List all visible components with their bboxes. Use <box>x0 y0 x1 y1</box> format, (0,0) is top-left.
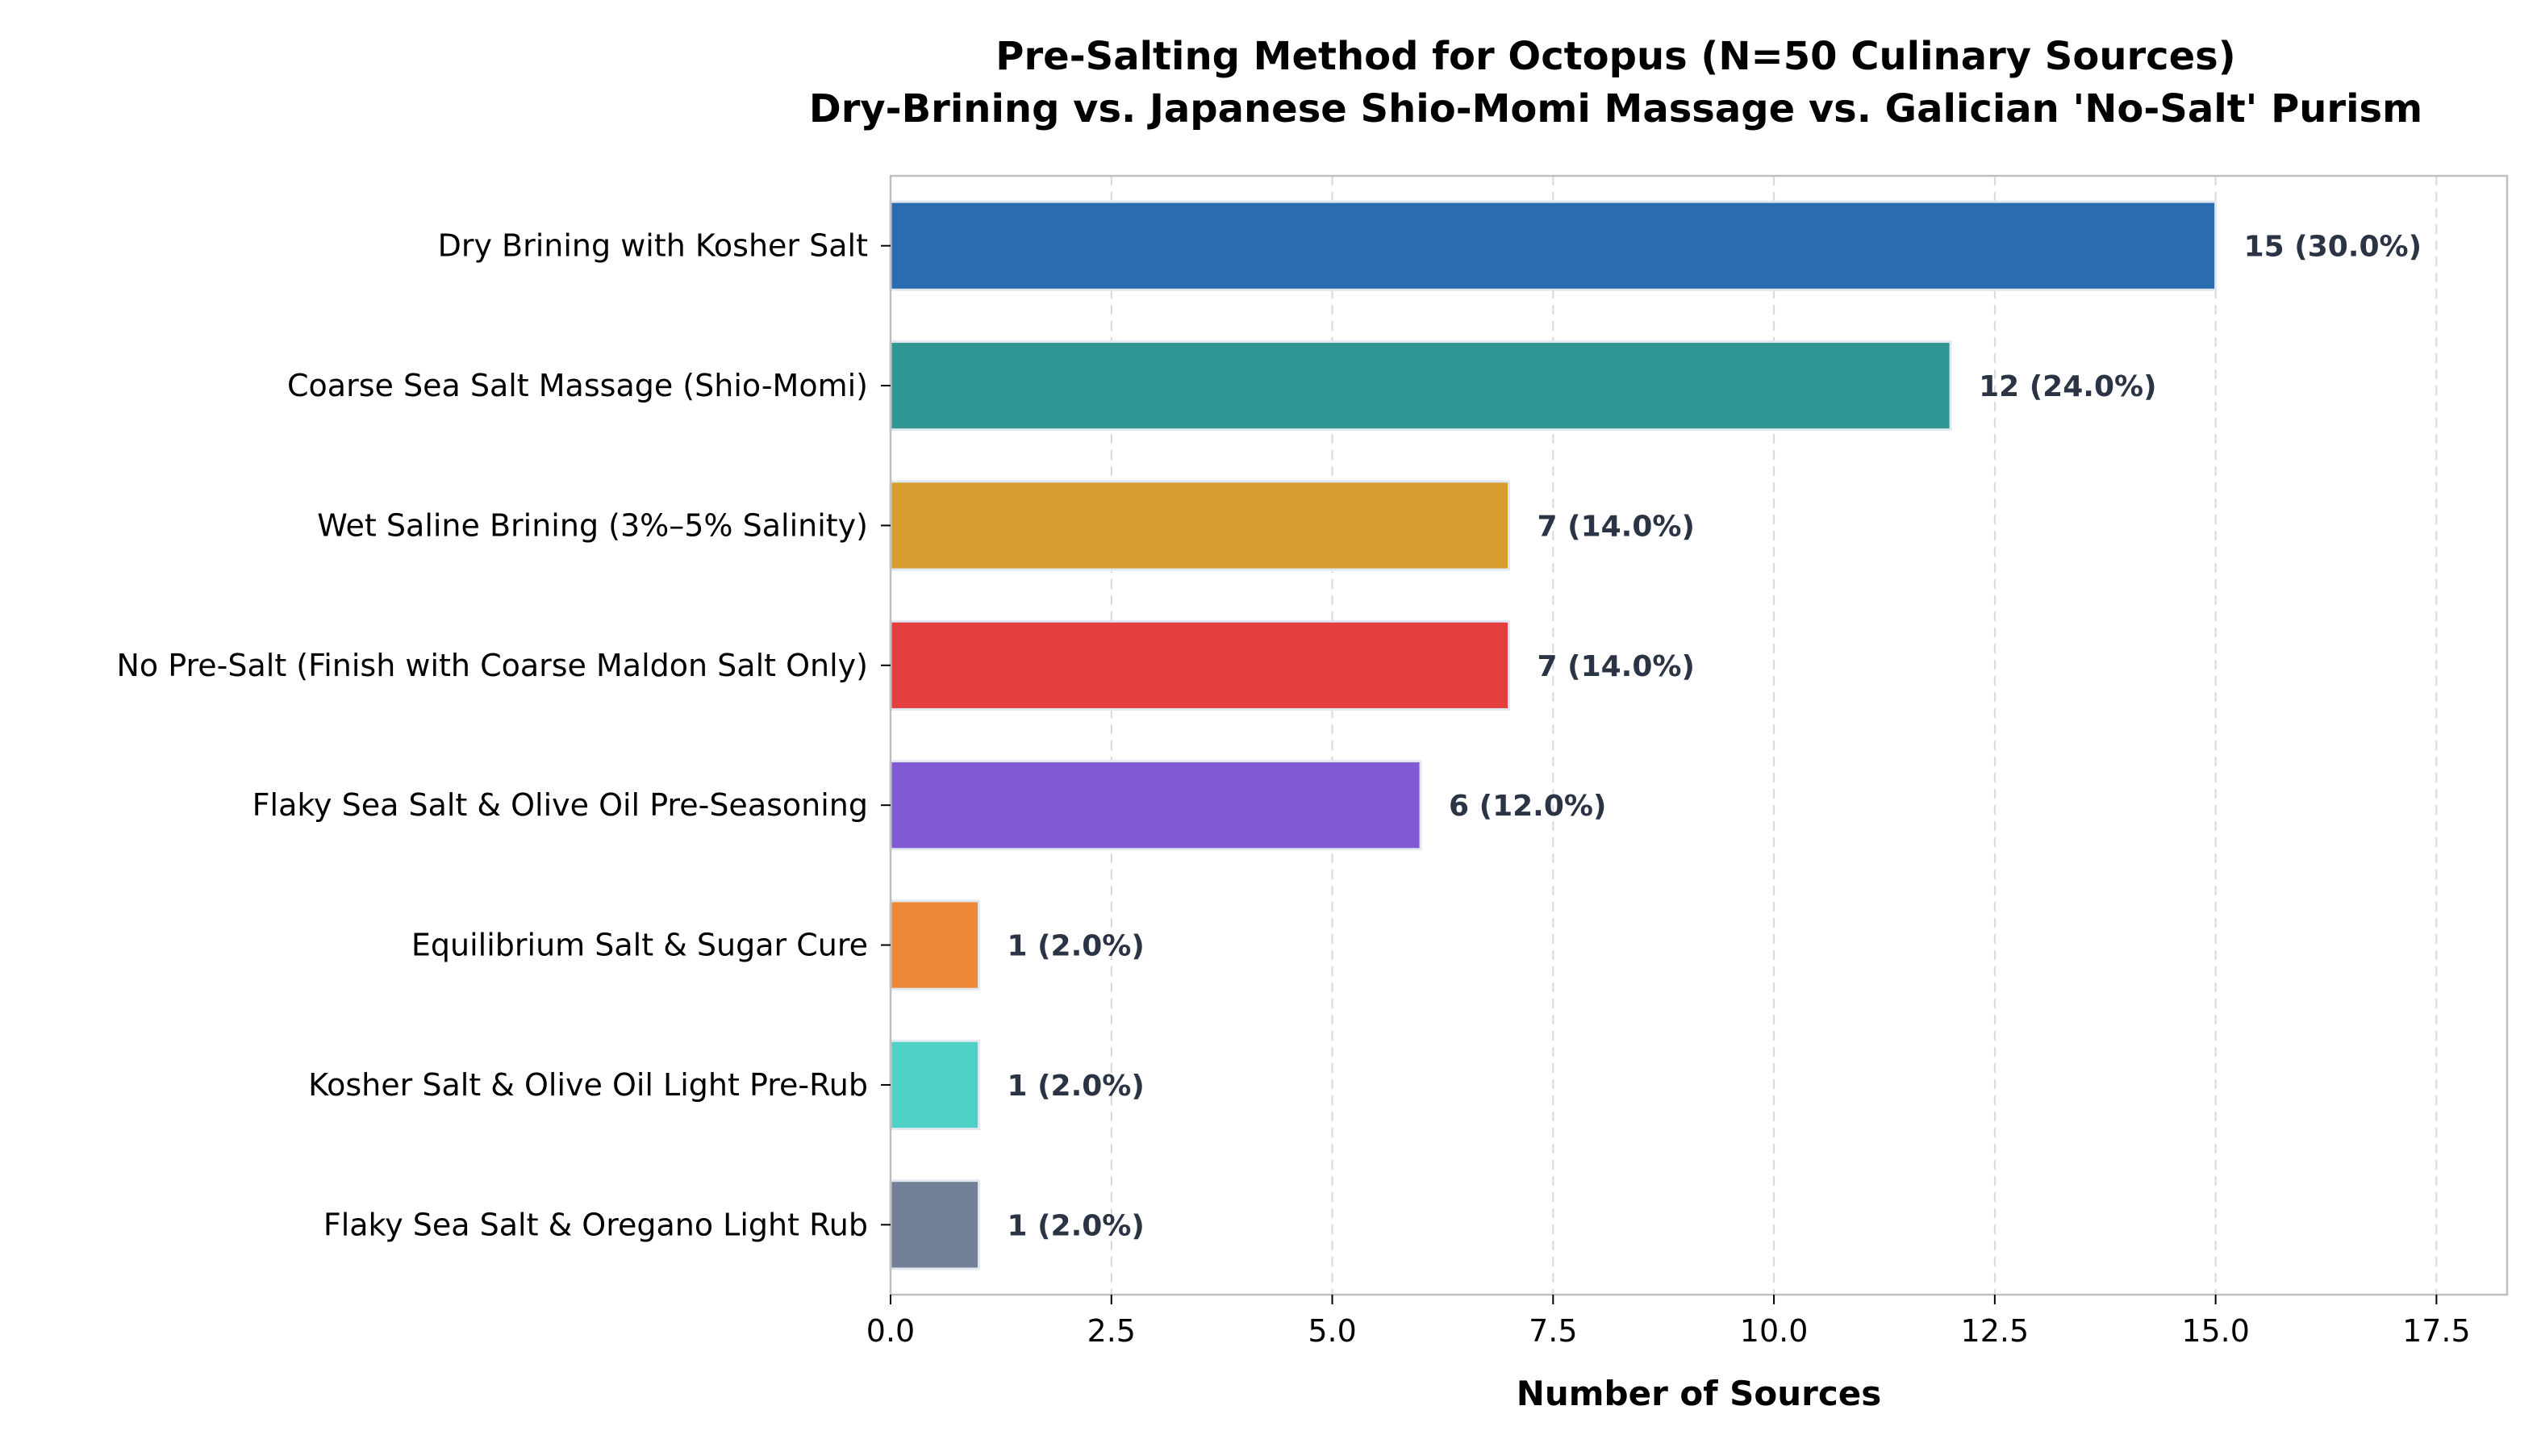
bar <box>889 200 2218 291</box>
bar <box>889 760 1422 851</box>
category-label: Flaky Sea Salt & Oregano Light Rub <box>323 1207 868 1242</box>
x-tick-label: 5.0 <box>1308 1313 1356 1349</box>
chart-subtitle: Dry-Brining vs. Japanese Shio-Momi Massa… <box>809 86 2422 131</box>
bar-data-label: 7 (14.0%) <box>1538 510 1695 543</box>
category-label: Flaky Sea Salt & Olive Oil Pre-Seasoning <box>252 787 868 823</box>
bar-data-label: 6 (12.0%) <box>1449 790 1606 823</box>
bar <box>889 1039 981 1131</box>
bar-data-label: 12 (24.0%) <box>1979 370 2156 403</box>
bar <box>889 899 981 991</box>
x-tick-label: 10.0 <box>1740 1313 1809 1349</box>
x-tick-label: 7.5 <box>1529 1313 1577 1349</box>
category-label: Dry Brining with Kosher Salt <box>438 228 868 264</box>
x-axis-label: Number of Sources <box>1517 1374 1882 1413</box>
category-label: Kosher Salt & Olive Oil Light Pre-Rub <box>308 1067 868 1103</box>
bar-data-label: 15 (30.0%) <box>2244 231 2422 264</box>
bars: 15 (30.0%) 12 (24.0%) 7 (14.0%) 7 (14.0%) 6 … <box>889 200 2422 1270</box>
bar-data-label: 1 (2.0%) <box>1008 1070 1145 1103</box>
bar-data-label: 1 (2.0%) <box>1008 930 1145 963</box>
bar-data-label: 1 (2.0%) <box>1008 1209 1145 1242</box>
bar <box>889 340 1952 432</box>
x-tick-label: 15.0 <box>2181 1313 2250 1349</box>
category-label: No Pre-Salt (Finish with Coarse Maldon S… <box>116 648 868 683</box>
bar-data-label: 7 (14.0%) <box>1538 650 1695 683</box>
chart-title: Pre-Salting Method for Octopus (N=50 Cul… <box>995 34 2235 79</box>
x-tick-label: 0.0 <box>866 1313 915 1349</box>
x-axis-ticks: 0.0 2.5 5.0 7.5 10.0 12.5 15.0 17.5 <box>866 1295 2471 1349</box>
plot-frame <box>889 174 2509 1296</box>
category-label: Wet Saline Brining (3%–5% Salinity) <box>317 507 868 543</box>
category-label: Equilibrium Salt & Sugar Cure <box>411 928 868 963</box>
x-tick-label: 12.5 <box>1961 1313 2030 1349</box>
x-tick-label: 17.5 <box>2402 1313 2471 1349</box>
y-axis-categories: Dry Brining with Kosher Salt Coarse Sea S… <box>116 228 891 1242</box>
bar <box>889 480 1511 571</box>
bar <box>889 620 1511 711</box>
category-label: Coarse Sea Salt Massage (Shio-Momi) <box>287 368 868 403</box>
bar <box>889 1179 981 1270</box>
x-tick-label: 2.5 <box>1087 1313 1136 1349</box>
